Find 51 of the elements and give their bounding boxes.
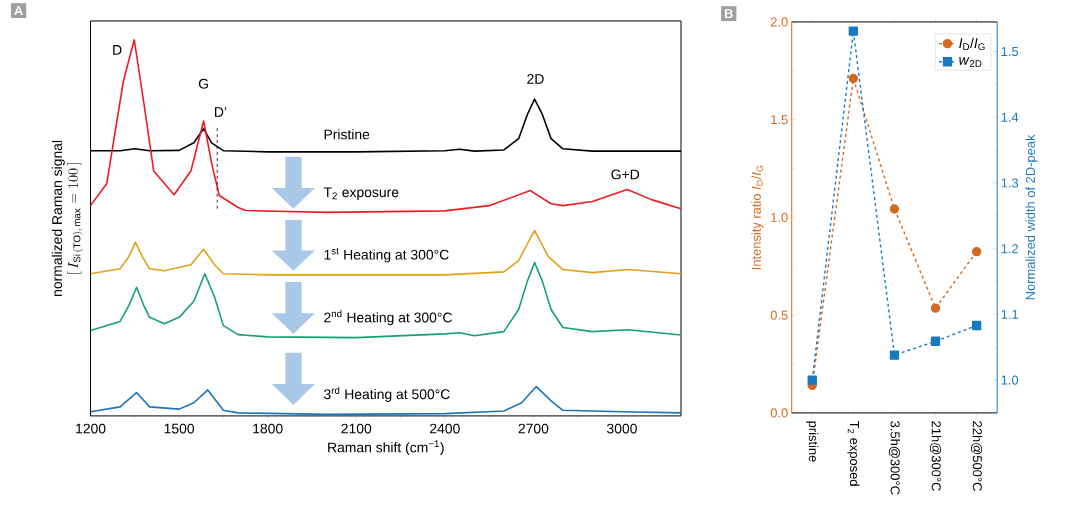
annotation: G+D bbox=[611, 169, 640, 180]
y2-tick-label: 1.1 bbox=[1001, 310, 1019, 319]
series-label: Pristine bbox=[324, 129, 370, 140]
y-axis-title: normalized Raman signal bbox=[51, 141, 65, 297]
x-tick-label: 2700 bbox=[518, 423, 549, 434]
x-tick-label: 2400 bbox=[430, 423, 460, 434]
x-tick-label: 1200 bbox=[76, 423, 106, 434]
y-tick-label: 1.5 bbox=[771, 115, 788, 125]
y-tick-label: 1.0 bbox=[771, 213, 788, 223]
annotation: 2D bbox=[527, 74, 544, 84]
point bbox=[889, 204, 900, 214]
series-label: 2$^{nd}$ Heating at 300°C bbox=[324, 310, 452, 326]
annotation: G bbox=[198, 79, 208, 89]
y2-tick-label: 1.0 bbox=[1001, 375, 1019, 385]
y2-tick-label: 1.4 bbox=[1001, 112, 1019, 122]
point bbox=[930, 336, 941, 347]
point bbox=[807, 375, 817, 385]
x-tick-label: 2100 bbox=[341, 423, 372, 434]
annotation: D’ bbox=[215, 107, 227, 117]
legend-label: I$_{D}$/I$_{G}$ bbox=[959, 38, 985, 51]
y2-tick-label: 1.2 bbox=[1001, 244, 1018, 254]
x-tick-label: 3000 bbox=[607, 423, 637, 434]
series-label: T$_{2}$ exposure bbox=[323, 187, 399, 201]
point bbox=[930, 303, 941, 313]
x-tick-label: 22h@500°C bbox=[971, 421, 983, 492]
y-tick-label: 0.5 bbox=[770, 310, 788, 320]
x-tick-label: pristine bbox=[806, 421, 819, 462]
y-tick-label: 2.0 bbox=[770, 17, 788, 27]
series-label: 3$^{rd}$ Heating at 500°C bbox=[324, 386, 450, 403]
y2-tick-label: 1.3 bbox=[1001, 178, 1019, 188]
chart-title: B bbox=[724, 9, 733, 19]
chart-title: A bbox=[14, 6, 23, 16]
y-axis-title: Intensity ratio I$_{D}$/I$_{G}$ bbox=[751, 165, 764, 270]
x-tick-label: 3.5h@300°C bbox=[888, 421, 901, 495]
x-tick-label: T$_{2}$ exposed bbox=[847, 421, 860, 486]
y-tick-label: 0.0 bbox=[770, 408, 788, 418]
point bbox=[889, 350, 900, 360]
point bbox=[971, 247, 982, 257]
text: $[\,I_{\mathrm{Si\,(TO),\,max}} = 100\,]$ bbox=[67, 163, 83, 274]
x-tick-label: 1500 bbox=[164, 423, 195, 434]
point bbox=[971, 321, 982, 331]
x-tick-label: 21h@300°C bbox=[929, 421, 942, 492]
point bbox=[848, 26, 859, 36]
x-axis-title: Raman shift (cm$^{−1}$) bbox=[328, 440, 444, 456]
x-tick-label: 1800 bbox=[253, 423, 283, 434]
legend-label: w$_{2D}$ bbox=[959, 57, 982, 68]
series-label: 1$^{st}$ Heating at 300°C bbox=[324, 248, 449, 263]
annotation: D bbox=[113, 45, 122, 55]
point bbox=[848, 73, 859, 84]
y2-tick-label: 1.5 bbox=[1001, 47, 1019, 57]
y2-axis-title: Normalized width of 2D-peak bbox=[1025, 134, 1038, 300]
